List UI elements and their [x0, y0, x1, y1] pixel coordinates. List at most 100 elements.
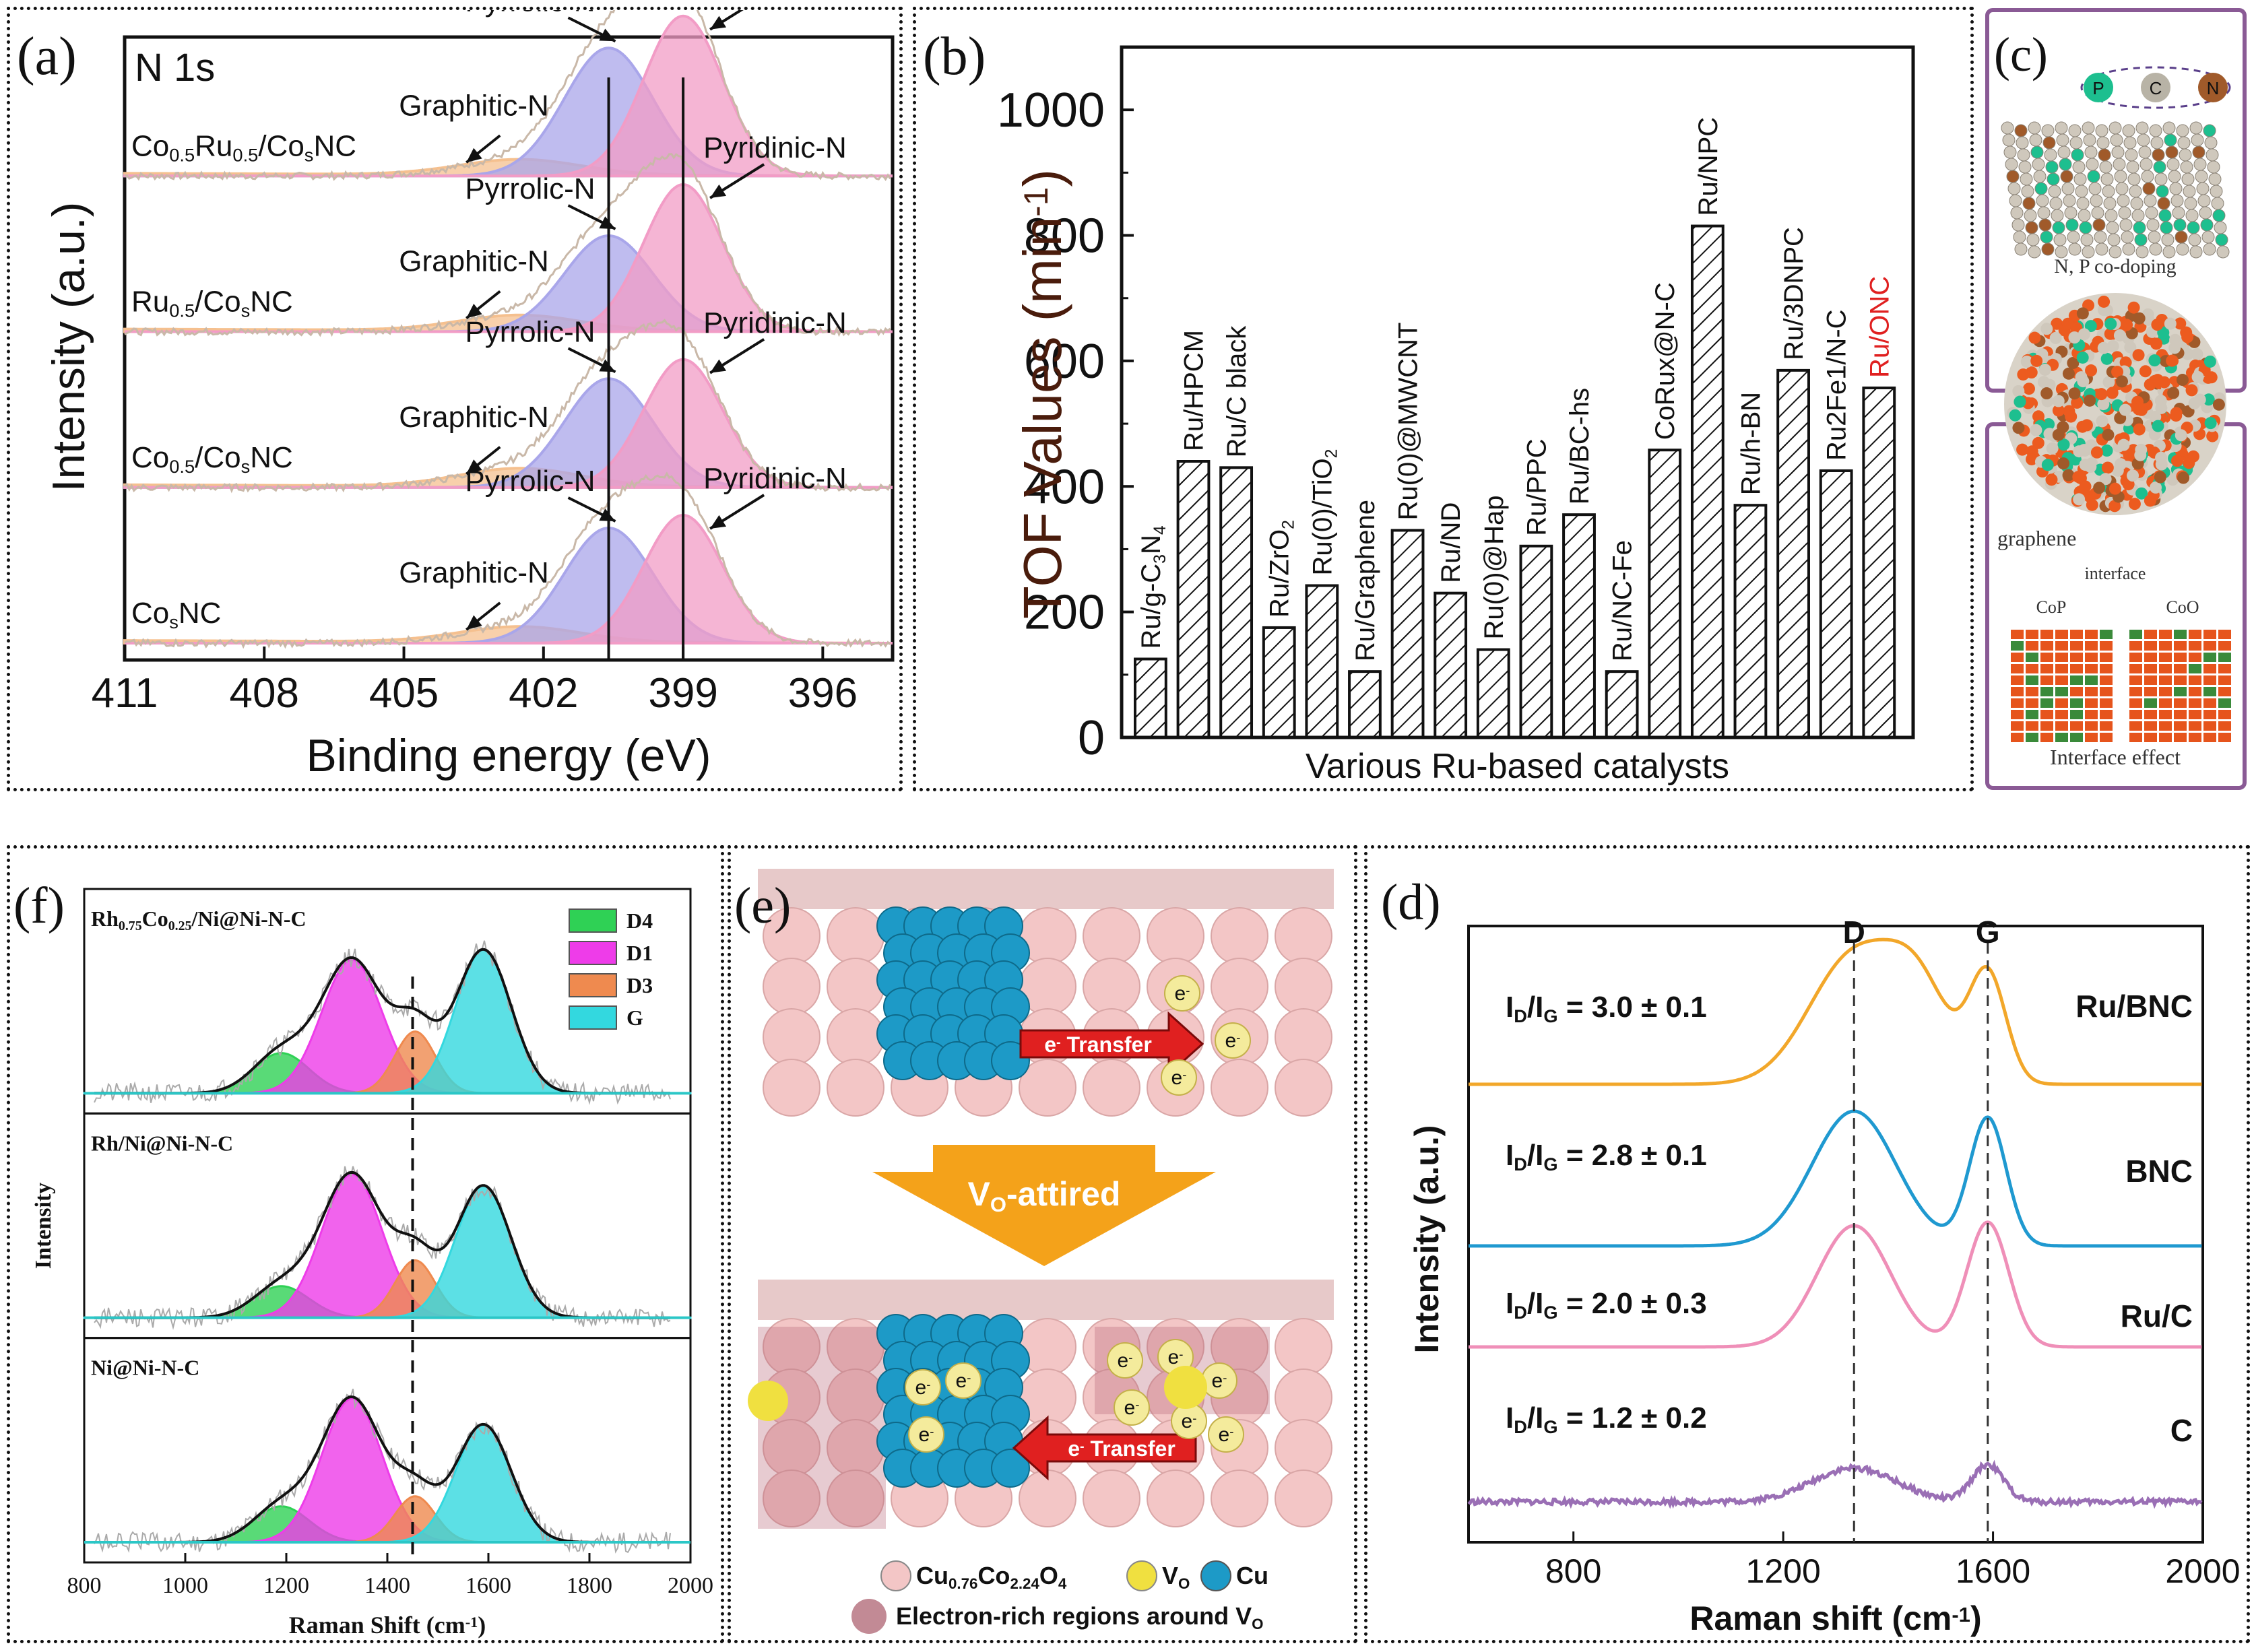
x-tick-label: 1400 — [364, 1573, 410, 1598]
interface-block — [2085, 641, 2098, 651]
interface-block — [2129, 698, 2142, 708]
lattice-atom — [2064, 206, 2078, 220]
sphere-atom — [2117, 438, 2130, 451]
xps-spectrum: Pyrrolic-NPyridinic-NGraphitic-NCo0.5Ru0… — [123, 10, 893, 181]
lattice-atom — [2100, 172, 2114, 186]
sphere-atom — [2104, 317, 2117, 330]
lattice-atom — [2038, 218, 2052, 232]
interface-block — [2174, 687, 2187, 696]
raman-spectrum — [83, 1112, 692, 1340]
interface-block — [2040, 721, 2053, 731]
plot-frame — [123, 35, 895, 662]
label-part: Cu — [916, 1562, 948, 1589]
interface-block — [2055, 698, 2068, 708]
x-tick-label: 399 — [648, 670, 717, 717]
x-tick-label: 1200 — [263, 1573, 309, 1598]
interface-block — [2011, 653, 2024, 662]
legend-swatch — [569, 908, 617, 933]
electron-label: e- — [1175, 983, 1190, 1005]
bar — [1305, 584, 1339, 739]
sample-label: Co0.5/CosNC — [131, 441, 293, 477]
lattice-atom — [2148, 230, 2161, 244]
lattice-sphere — [1083, 1059, 1140, 1117]
label-part: Ru/ZrO — [1265, 529, 1295, 618]
label-part: = 1.2 ± 0.2 — [1558, 1401, 1707, 1434]
electron — [905, 1369, 941, 1406]
sphere-atom — [2127, 301, 2140, 314]
lattice-sphere — [1275, 1419, 1332, 1477]
label-part: Co — [977, 1562, 1010, 1589]
interface-block — [2040, 687, 2053, 696]
lattice-atom — [2185, 209, 2199, 222]
label-part: e — [1168, 1346, 1180, 1368]
sphere-atom — [2132, 403, 2145, 416]
interface-block — [2100, 653, 2113, 662]
interface-block — [2174, 675, 2187, 685]
sphere-atom — [2181, 348, 2194, 360]
label-part: -1 — [1952, 1603, 1970, 1626]
label-part: 0.5 — [169, 456, 195, 477]
electron — [1164, 975, 1200, 1012]
label-part: - — [967, 1370, 971, 1385]
sphere-atom — [2067, 356, 2080, 369]
lattice-atom — [2069, 136, 2083, 150]
sphere-atom — [2139, 365, 2152, 378]
label-part: Raman shift (cm — [1689, 1599, 1952, 1637]
lattice-atom — [2117, 194, 2130, 207]
y-tick-label: 0 — [1078, 711, 1105, 765]
lattice-atom — [2079, 221, 2092, 234]
raw-data-line — [124, 153, 891, 337]
lattice-atom — [2051, 209, 2064, 222]
sphere-atom — [2079, 480, 2092, 493]
sphere-atom — [2080, 419, 2093, 432]
sphere-atom — [2077, 375, 2090, 388]
lattice-atom — [2131, 209, 2145, 222]
g-band-label: G — [1976, 915, 2000, 950]
lattice-atom — [2078, 209, 2091, 222]
sphere-atom — [2030, 424, 2042, 436]
lattice-atom — [2150, 136, 2164, 150]
interface-block — [2070, 687, 2083, 696]
label-part: G — [1543, 1005, 1557, 1026]
sphere-atom — [2076, 307, 2089, 320]
lattice-atom — [2161, 233, 2175, 246]
panel-letter: (b) — [923, 27, 986, 86]
label-part: Ru/Graphene — [1351, 500, 1380, 661]
attired-arrow — [872, 1145, 1216, 1266]
label-part: 0.5 — [232, 144, 258, 165]
lattice-atom — [2087, 170, 2100, 183]
sphere-atom — [2086, 498, 2098, 511]
lattice-sphere — [1211, 958, 1268, 1016]
raman-spectrum — [83, 1337, 692, 1564]
interface-block — [2218, 733, 2231, 742]
lattice-atom — [2135, 121, 2149, 135]
lattice-atom — [2065, 218, 2079, 232]
interface-block — [2129, 641, 2142, 651]
sphere-atom — [2072, 471, 2085, 484]
interface-block — [2100, 664, 2113, 673]
lattice-atom — [2114, 170, 2127, 183]
label-part: s — [169, 612, 179, 632]
lattice-atom — [2094, 230, 2107, 244]
label-part: e — [919, 1424, 930, 1446]
interface-block — [2203, 733, 2216, 742]
label-part: D — [1514, 1416, 1527, 1437]
lattice-atom — [2095, 242, 2108, 256]
atom-ellipse — [2080, 66, 2231, 109]
atom-label: C — [2150, 78, 2162, 98]
xps-spectrum: Pyrrolic-N Pyridinic-N Graphitic-N Co0.5/Co… — [123, 306, 893, 494]
lattice-sphere — [1019, 1059, 1076, 1117]
y-axis-label: Intensity — [31, 1183, 56, 1269]
interface-block — [2085, 675, 2098, 685]
raw-data-line — [94, 1389, 671, 1554]
interface-block — [2011, 721, 2024, 731]
sphere-atom — [2016, 443, 2029, 456]
label-part: ) — [478, 1612, 486, 1639]
sphere-atom — [2068, 331, 2081, 344]
lattice-atom — [2063, 194, 2076, 207]
lattice-sphere — [1083, 907, 1140, 965]
lattice-atom — [2180, 160, 2193, 174]
interface-block — [2189, 710, 2201, 719]
pyridinic-label: Pyridinic-N — [703, 306, 847, 339]
label-part: - — [1135, 1397, 1139, 1412]
